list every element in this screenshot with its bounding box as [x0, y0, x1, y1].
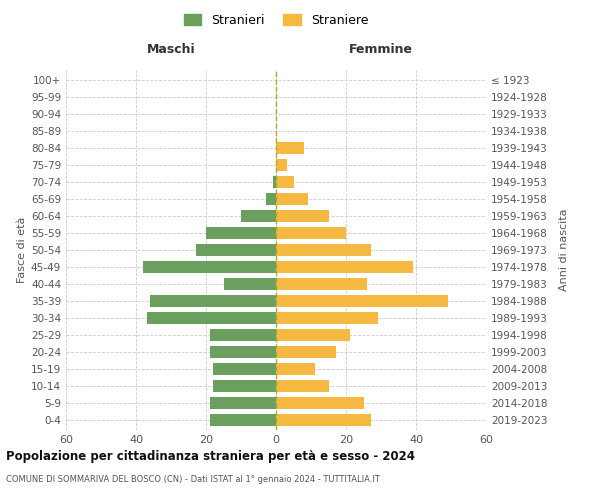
- Text: Femmine: Femmine: [349, 44, 413, 57]
- Bar: [206, 227, 276, 239]
- Bar: [276, 278, 367, 290]
- Text: Popolazione per cittadinanza straniera per età e sesso - 2024: Popolazione per cittadinanza straniera p…: [6, 450, 415, 463]
- Text: Maschi: Maschi: [146, 44, 196, 57]
- Bar: [150, 295, 276, 307]
- Bar: [276, 142, 304, 154]
- Bar: [196, 244, 276, 256]
- Bar: [276, 227, 346, 239]
- Bar: [276, 176, 293, 188]
- Bar: [276, 193, 308, 205]
- Bar: [272, 176, 276, 188]
- Bar: [276, 159, 287, 171]
- Bar: [276, 346, 335, 358]
- Bar: [209, 346, 276, 358]
- Bar: [213, 380, 276, 392]
- Bar: [276, 312, 377, 324]
- Y-axis label: Fasce di età: Fasce di età: [17, 217, 27, 283]
- Bar: [276, 414, 371, 426]
- Bar: [223, 278, 276, 290]
- Bar: [143, 261, 276, 273]
- Bar: [209, 329, 276, 341]
- Bar: [276, 210, 329, 222]
- Bar: [209, 414, 276, 426]
- Bar: [276, 363, 314, 375]
- Bar: [276, 396, 364, 409]
- Bar: [276, 329, 349, 341]
- Text: COMUNE DI SOMMARIVA DEL BOSCO (CN) - Dati ISTAT al 1° gennaio 2024 - TUTTITALIA.: COMUNE DI SOMMARIVA DEL BOSCO (CN) - Dat…: [6, 475, 380, 484]
- Bar: [276, 261, 413, 273]
- Bar: [276, 295, 448, 307]
- Bar: [213, 363, 276, 375]
- Bar: [241, 210, 276, 222]
- Legend: Stranieri, Straniere: Stranieri, Straniere: [179, 8, 373, 32]
- Bar: [146, 312, 276, 324]
- Bar: [209, 396, 276, 409]
- Bar: [265, 193, 276, 205]
- Y-axis label: Anni di nascita: Anni di nascita: [559, 209, 569, 291]
- Bar: [276, 380, 329, 392]
- Bar: [276, 244, 371, 256]
